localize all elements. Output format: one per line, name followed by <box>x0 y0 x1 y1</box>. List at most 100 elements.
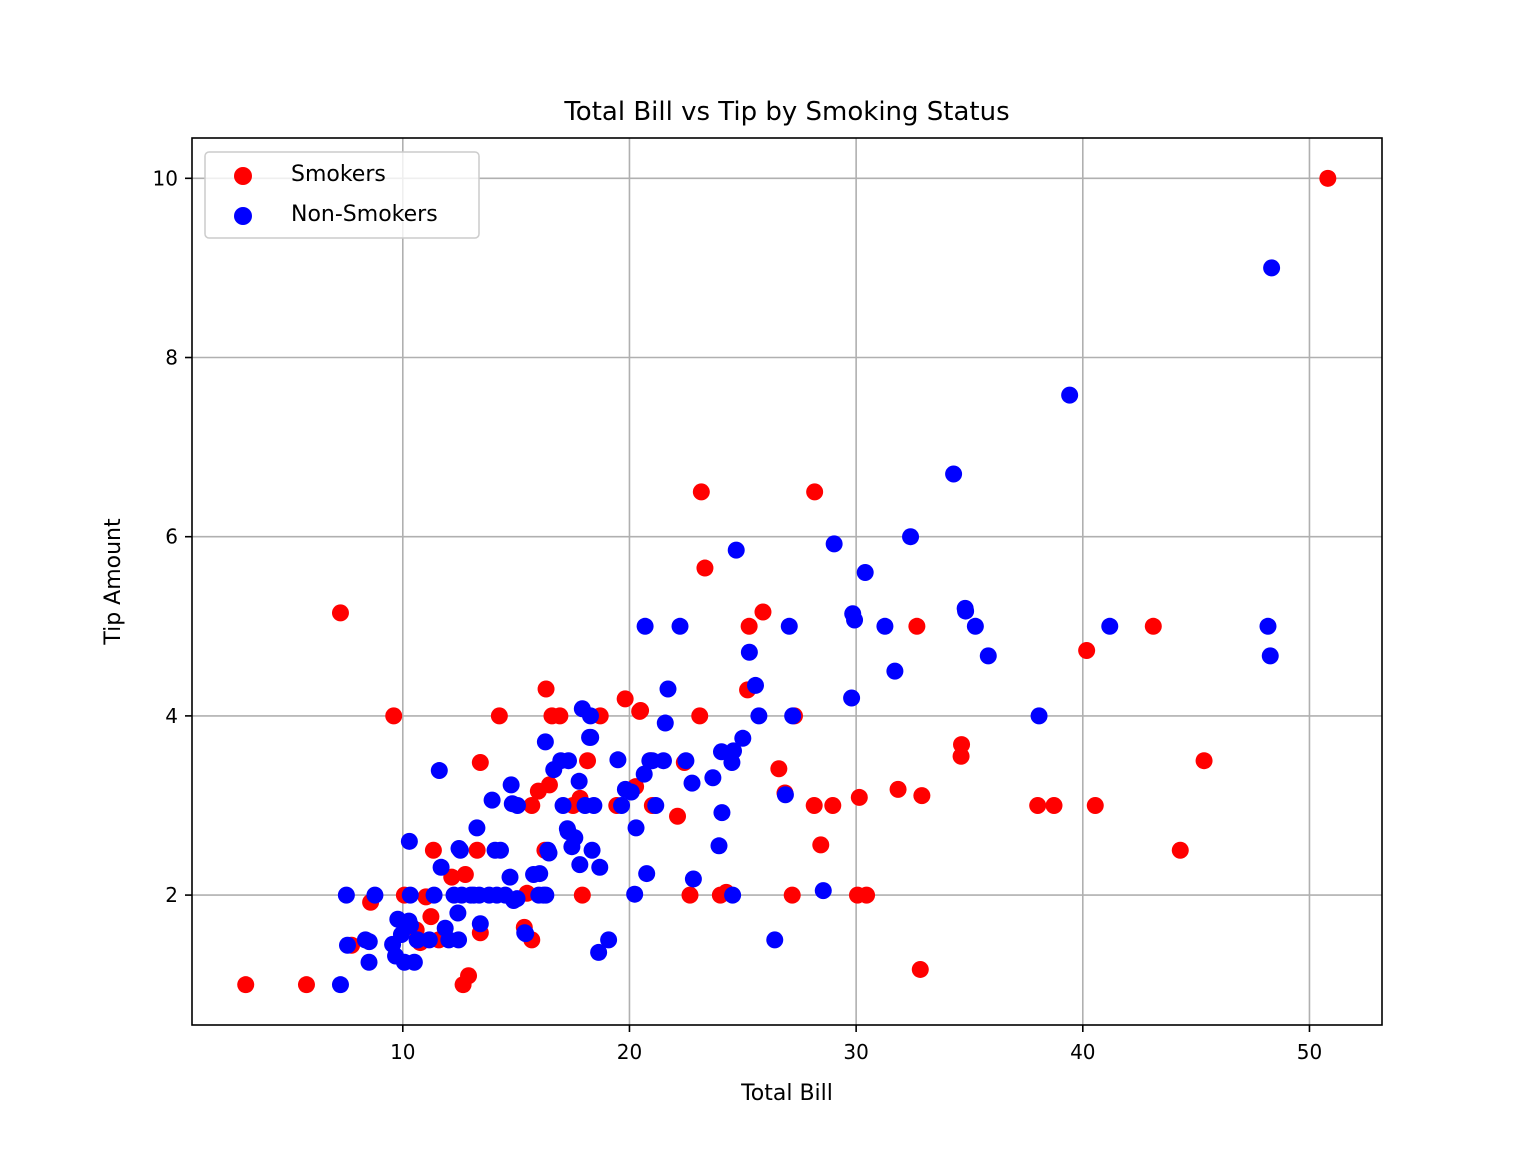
non-smoker-point <box>886 662 904 680</box>
legend-box <box>204 151 480 239</box>
non-smoker-point <box>825 535 843 553</box>
non-smoker-point <box>654 752 672 770</box>
smoker-point <box>681 886 699 904</box>
non-smoker-point <box>636 617 654 635</box>
non-smoker-point <box>1263 259 1281 277</box>
smoker-point <box>806 483 824 501</box>
non-smoker-point <box>402 917 420 935</box>
non-smoker-point <box>776 786 794 804</box>
smoker-point <box>1319 169 1337 187</box>
non-smoker-point <box>725 742 743 760</box>
smoker-point <box>953 736 971 754</box>
non-smoker-point <box>979 647 997 665</box>
non-smoker-point <box>750 707 768 725</box>
non-smoker-point <box>420 931 438 949</box>
smoker-point <box>911 960 929 978</box>
non-smoker-point <box>966 617 984 635</box>
x-tick-label: 10 <box>390 1040 415 1064</box>
smoker-point <box>573 886 591 904</box>
y-tick-label: 8 <box>165 346 178 370</box>
non-smoker-point <box>583 841 601 859</box>
non-smoker-point <box>656 714 674 732</box>
non-smoker-point <box>780 617 798 635</box>
non-smoker-point <box>491 841 509 859</box>
non-smoker-point <box>536 733 554 751</box>
non-smoker-point <box>600 931 618 949</box>
non-smoker-point <box>846 611 864 629</box>
non-smoker-point <box>502 776 520 794</box>
smoker-point <box>692 483 710 501</box>
non-smoker-point <box>581 707 599 725</box>
non-smoker-point <box>471 915 489 933</box>
legend-label-non-smokers: Non-Smokers <box>291 202 438 227</box>
smoker-point <box>616 690 634 708</box>
x-tick-label: 20 <box>617 1040 642 1064</box>
smoker-point <box>632 702 650 720</box>
smoker-point <box>468 841 486 859</box>
smoker-point <box>805 796 823 814</box>
smoker-point <box>783 886 801 904</box>
non-smoker-point <box>677 752 695 770</box>
non-smoker-point <box>613 796 631 814</box>
non-smoker-point <box>843 689 861 707</box>
non-smoker-point <box>451 841 469 859</box>
non-smoker-point <box>784 707 802 725</box>
non-smoker-point <box>1030 707 1048 725</box>
smoker-point <box>1078 641 1096 659</box>
non-smoker-point <box>590 943 608 961</box>
smoker-point <box>537 680 555 698</box>
non-smoker-point <box>734 729 752 747</box>
non-smoker-point <box>1261 647 1279 665</box>
non-smoker-point <box>902 528 920 546</box>
x-axis-title: Total Bill <box>740 1081 833 1106</box>
non-smoker-point <box>710 837 728 855</box>
smoker-point <box>460 967 478 985</box>
smoker-point <box>812 836 830 854</box>
smoker-point <box>754 603 772 621</box>
y-tick-label: 4 <box>165 704 178 728</box>
non-smoker-point <box>647 796 665 814</box>
smoker-point <box>1045 796 1063 814</box>
non-smoker-point <box>591 858 609 876</box>
non-smoker-point <box>814 882 832 900</box>
smoker-point <box>770 760 788 778</box>
non-smoker-point <box>626 885 644 903</box>
smoker-point <box>385 707 403 725</box>
non-smoker-point <box>331 976 349 994</box>
smoker-point <box>908 617 926 635</box>
smoker-point <box>523 796 541 814</box>
non-smoker-point <box>540 844 558 862</box>
non-smoker-point <box>638 865 656 883</box>
non-smoker-point <box>746 676 764 694</box>
legend-marker-smokers <box>234 167 252 185</box>
smoker-point <box>443 868 461 886</box>
non-smoker-point <box>570 772 588 790</box>
non-smoker-point <box>582 728 600 746</box>
x-tick-label: 50 <box>1297 1040 1322 1064</box>
smoker-point <box>740 617 758 635</box>
non-smoker-point <box>554 796 572 814</box>
non-smoker-point <box>366 886 384 904</box>
non-smoker-point <box>400 832 418 850</box>
smoker-point <box>490 707 508 725</box>
non-smoker-point <box>450 931 468 949</box>
non-smoker-point <box>727 541 745 559</box>
non-smoker-point <box>531 865 549 883</box>
smoker-point <box>331 604 349 622</box>
smoker-point <box>1144 617 1162 635</box>
smoker-point <box>422 908 440 926</box>
non-smoker-point <box>517 925 535 943</box>
non-smoker-point <box>766 931 784 949</box>
non-smoker-point <box>740 643 758 661</box>
non-smoker-point <box>713 804 731 822</box>
non-smoker-point <box>1061 386 1079 404</box>
non-smoker-point <box>501 868 519 886</box>
non-smoker-point <box>945 465 963 483</box>
non-smoker-point <box>337 886 355 904</box>
non-smoker-point <box>401 886 419 904</box>
non-smoker-point <box>571 856 589 874</box>
non-smoker-point <box>360 933 378 951</box>
non-smoker-point <box>585 796 603 814</box>
non-smoker-point <box>483 791 501 809</box>
smoker-point <box>889 780 907 798</box>
